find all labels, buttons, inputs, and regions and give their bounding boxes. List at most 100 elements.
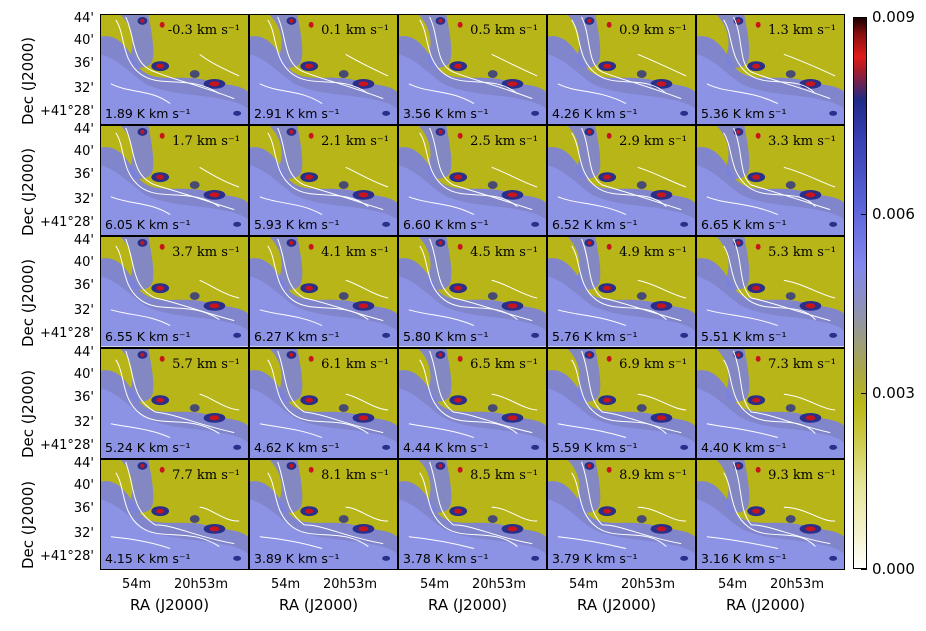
channel-panel: 7.3 km s⁻¹ 4.40 K km s⁻¹ bbox=[696, 347, 845, 459]
velocity-label: 8.1 km s⁻¹ bbox=[321, 467, 389, 483]
dec-tick-label: 40' bbox=[73, 144, 94, 160]
integrated-intensity-label: 1.89 K km s⁻¹ bbox=[105, 106, 191, 122]
dec-axis-label: Dec (J2000) bbox=[19, 36, 37, 125]
channel-panel: 7.7 km s⁻¹ 4.15 K km s⁻¹ bbox=[100, 458, 249, 570]
velocity-label: 0.1 km s⁻¹ bbox=[321, 23, 389, 38]
colorbar-tick-mark bbox=[861, 214, 867, 215]
ra-tick-label: 54m bbox=[569, 577, 599, 592]
channel-panel: 1.7 km s⁻¹ 6.05 K km s⁻¹ bbox=[100, 125, 249, 237]
integrated-intensity-label: 4.62 K km s⁻¹ bbox=[254, 439, 340, 455]
ra-tick-label: 54m bbox=[420, 577, 450, 592]
dec-tick-label: 40' bbox=[73, 255, 94, 271]
channel-panel: -0.3 km s⁻¹ 1.89 K km s⁻¹ bbox=[100, 14, 249, 126]
channel-panel: 3.7 km s⁻¹ 6.55 K km s⁻¹ bbox=[100, 236, 249, 348]
channel-panel: 5.3 km s⁻¹ 5.51 K km s⁻¹ bbox=[696, 236, 845, 348]
channel-panel: 3.3 km s⁻¹ 6.65 K km s⁻¹ bbox=[696, 125, 845, 237]
velocity-label: 6.9 km s⁻¹ bbox=[619, 356, 687, 372]
integrated-intensity-label: 4.15 K km s⁻¹ bbox=[105, 550, 191, 566]
colorbar-tick-label: 0.000 bbox=[872, 560, 915, 578]
ra-tick-label: 54m bbox=[122, 577, 152, 592]
velocity-label: 0.9 km s⁻¹ bbox=[619, 23, 687, 38]
dec-tick-label: 36' bbox=[73, 56, 94, 71]
dec-axis-label: Dec (J2000) bbox=[19, 481, 37, 570]
channel-panel: 2.5 km s⁻¹ 6.60 K km s⁻¹ bbox=[398, 125, 547, 237]
channel-panel: 6.5 km s⁻¹ 4.44 K km s⁻¹ bbox=[398, 347, 547, 459]
integrated-intensity-label: 6.55 K km s⁻¹ bbox=[105, 328, 191, 344]
colorbar-tick-mark bbox=[861, 17, 867, 18]
dec-tick-label: +41°28' bbox=[39, 326, 94, 342]
channel-panel: 0.9 km s⁻¹ 4.26 K km s⁻¹ bbox=[547, 14, 696, 126]
dec-tick-label: 40' bbox=[73, 366, 94, 382]
channel-panel: 8.5 km s⁻¹ 3.78 K km s⁻¹ bbox=[398, 458, 547, 570]
dec-tick-label: +41°28' bbox=[39, 215, 94, 231]
integrated-intensity-label: 6.65 K km s⁻¹ bbox=[701, 217, 787, 233]
integrated-intensity-label: 3.16 K km s⁻¹ bbox=[701, 550, 787, 566]
velocity-label: 8.9 km s⁻¹ bbox=[619, 467, 687, 483]
channel-panel: 6.9 km s⁻¹ 5.59 K km s⁻¹ bbox=[547, 347, 696, 459]
channel-panel: 8.9 km s⁻¹ 3.79 K km s⁻¹ bbox=[547, 458, 696, 570]
channel-panel: 5.7 km s⁻¹ 5.24 K km s⁻¹ bbox=[100, 347, 249, 459]
channel-panel: 2.9 km s⁻¹ 6.52 K km s⁻¹ bbox=[547, 125, 696, 237]
velocity-label: 1.7 km s⁻¹ bbox=[172, 134, 240, 150]
dec-tick-label: 44' bbox=[73, 11, 94, 26]
dec-tick-label: 36' bbox=[73, 389, 94, 405]
colorbar-tick-mark bbox=[861, 393, 867, 394]
integrated-intensity-label: 2.91 K km s⁻¹ bbox=[254, 106, 340, 122]
velocity-label: 2.5 km s⁻¹ bbox=[470, 134, 538, 150]
channel-panel: 4.1 km s⁻¹ 6.27 K km s⁻¹ bbox=[249, 236, 398, 348]
integrated-intensity-label: 3.79 K km s⁻¹ bbox=[552, 550, 638, 566]
dec-tick-label: 44' bbox=[73, 344, 94, 360]
dec-tick-label: 44' bbox=[73, 455, 94, 471]
integrated-intensity-label: 5.80 K km s⁻¹ bbox=[403, 328, 489, 344]
ra-tick-label: 54m bbox=[271, 577, 301, 592]
channel-panel: 4.9 km s⁻¹ 5.76 K km s⁻¹ bbox=[547, 236, 696, 348]
ra-tick-label: 54m bbox=[718, 577, 748, 592]
dec-tick-label: +41°28' bbox=[39, 437, 94, 453]
dec-tick-label: 40' bbox=[73, 477, 94, 493]
dec-axis-label: Dec (J2000) bbox=[19, 370, 37, 459]
velocity-label: 1.3 km s⁻¹ bbox=[768, 23, 836, 38]
dec-tick-label: 36' bbox=[73, 500, 94, 516]
velocity-label: 6.1 km s⁻¹ bbox=[321, 356, 389, 372]
velocity-label: 4.9 km s⁻¹ bbox=[619, 245, 687, 261]
dec-tick-label: 32' bbox=[73, 414, 94, 430]
ra-tick-label: 20h53m bbox=[472, 577, 526, 592]
colorbar-tick-mark bbox=[861, 569, 867, 570]
channel-panel: 0.5 km s⁻¹ 3.56 K km s⁻¹ bbox=[398, 14, 547, 126]
channel-map-grid: -0.3 km s⁻¹ 1.89 K km s⁻¹ 0.1 km s⁻¹ 2.91 … bbox=[100, 14, 845, 570]
dec-axis-label: Dec (J2000) bbox=[19, 147, 37, 236]
velocity-label: 7.7 km s⁻¹ bbox=[172, 467, 240, 483]
colorbar-tick-label: 0.009 bbox=[872, 8, 915, 26]
integrated-intensity-label: 3.56 K km s⁻¹ bbox=[403, 106, 489, 122]
velocity-label: -0.3 km s⁻¹ bbox=[167, 23, 240, 38]
integrated-intensity-label: 6.27 K km s⁻¹ bbox=[254, 328, 340, 344]
integrated-intensity-label: 5.51 K km s⁻¹ bbox=[701, 328, 787, 344]
velocity-label: 6.5 km s⁻¹ bbox=[470, 356, 538, 372]
ra-tick-label: 20h53m bbox=[174, 577, 228, 592]
dec-axis-label: Dec (J2000) bbox=[19, 258, 37, 347]
channel-panel: 0.1 km s⁻¹ 2.91 K km s⁻¹ bbox=[249, 14, 398, 126]
integrated-intensity-label: 3.89 K km s⁻¹ bbox=[254, 550, 340, 566]
channel-panel: 6.1 km s⁻¹ 4.62 K km s⁻¹ bbox=[249, 347, 398, 459]
dec-tick-label: 44' bbox=[73, 122, 94, 138]
integrated-intensity-label: 5.76 K km s⁻¹ bbox=[552, 328, 638, 344]
dec-tick-label: 32' bbox=[73, 525, 94, 541]
ra-axis-label: RA (J2000) bbox=[279, 596, 359, 614]
ra-tick-label: 20h53m bbox=[323, 577, 377, 592]
velocity-label: 4.5 km s⁻¹ bbox=[470, 245, 538, 261]
integrated-intensity-label: 6.60 K km s⁻¹ bbox=[403, 217, 489, 233]
ra-tick-label: 20h53m bbox=[770, 577, 824, 592]
channel-panel: 8.1 km s⁻¹ 3.89 K km s⁻¹ bbox=[249, 458, 398, 570]
velocity-label: 5.7 km s⁻¹ bbox=[172, 356, 240, 372]
velocity-label: 9.3 km s⁻¹ bbox=[768, 467, 836, 483]
integrated-intensity-label: 6.05 K km s⁻¹ bbox=[105, 217, 191, 233]
dec-tick-label: 36' bbox=[73, 278, 94, 294]
velocity-label: 3.7 km s⁻¹ bbox=[172, 245, 240, 261]
velocity-label: 4.1 km s⁻¹ bbox=[321, 245, 389, 261]
integrated-intensity-label: 5.59 K km s⁻¹ bbox=[552, 439, 638, 455]
velocity-label: 5.3 km s⁻¹ bbox=[768, 245, 836, 261]
integrated-intensity-label: 5.93 K km s⁻¹ bbox=[254, 217, 340, 233]
dec-tick-label: 32' bbox=[73, 81, 94, 96]
channel-panel: 9.3 km s⁻¹ 3.16 K km s⁻¹ bbox=[696, 458, 845, 570]
velocity-label: 8.5 km s⁻¹ bbox=[470, 467, 538, 483]
